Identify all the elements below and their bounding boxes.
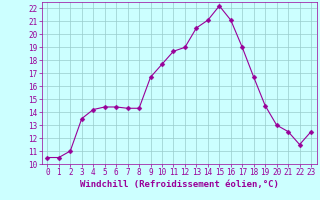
X-axis label: Windchill (Refroidissement éolien,°C): Windchill (Refroidissement éolien,°C) [80, 180, 279, 189]
